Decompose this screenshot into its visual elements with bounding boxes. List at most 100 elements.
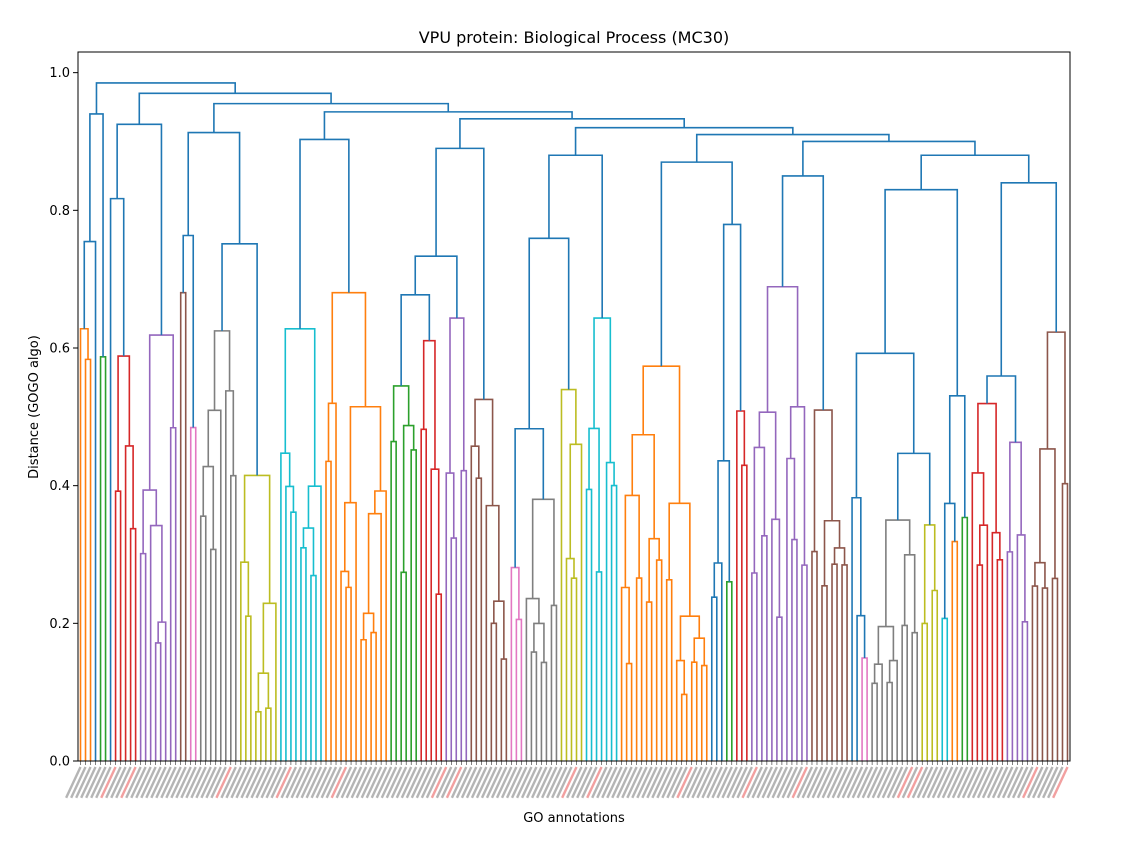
leaf-label-glyph (876, 766, 894, 799)
leaf-label-glyph (115, 766, 132, 799)
dendrogram-link (971, 472, 985, 761)
dendrogram-link (142, 489, 158, 554)
dendrogram-link (474, 398, 494, 506)
leaf-label-glyph (1031, 766, 1049, 799)
leaf-label-glyph (465, 766, 483, 799)
leaf-label-glyph (861, 766, 879, 799)
y-tick-label: 1.0 (49, 66, 70, 81)
leaf-label-glyph (966, 766, 984, 799)
leaf-label-glyph (871, 766, 889, 799)
leaf-label-glyph (586, 766, 603, 799)
leaf-label-glyph (330, 766, 348, 799)
dendrogram-link (148, 334, 174, 491)
leaf-label-glyph (65, 766, 82, 799)
dendrogram-link (459, 117, 686, 149)
dendrogram-link (1041, 587, 1049, 761)
dendrogram-link (871, 682, 878, 761)
leaf-label-glyph (901, 766, 919, 799)
dendrogram-link (310, 574, 317, 761)
dendrogram-link (213, 330, 231, 411)
leaf-label-glyph (581, 766, 598, 799)
leaf-label-glyph (190, 766, 207, 799)
leaf-label-glyph (260, 766, 277, 799)
leaf-label-glyph (921, 766, 939, 799)
dendrogram-link (569, 443, 583, 761)
dendrogram-link (302, 527, 315, 576)
dendrogram-link (202, 465, 215, 550)
dendrogram-link (367, 512, 382, 761)
leaf-label-glyph (631, 766, 648, 799)
dendrogram-link (255, 711, 262, 761)
leaf-label-glyph (681, 766, 698, 799)
plot-frame (77, 51, 1071, 762)
dendrogram-link (791, 538, 798, 761)
dendrogram-link (855, 352, 915, 498)
leaf-label-glyph (801, 766, 819, 799)
leaf-label-glyph (195, 766, 212, 799)
dendrogram-link (435, 147, 485, 400)
leaf-label-glyph (75, 766, 92, 799)
leaf-label-glyph (315, 766, 333, 799)
leaf-label-glyph (831, 766, 849, 799)
dendrogram-link (1046, 331, 1066, 484)
dendrogram-link (896, 452, 931, 525)
leaf-label-glyph (696, 766, 713, 799)
dendrogram-link (1039, 448, 1056, 579)
y-axis-label: Distance (GOGO algo) (27, 335, 42, 479)
leaf-label-glyph (185, 766, 202, 799)
x-axis-label: GO annotations (523, 811, 625, 826)
leaf-label-glyph (520, 766, 538, 799)
leaf-label-glyph (626, 766, 643, 799)
dendrogram-link (565, 557, 575, 761)
leaf-label-glyph (816, 766, 834, 799)
leaf-label-glyph (996, 766, 1014, 799)
leaf-label-glyph (250, 766, 267, 799)
leaf-label-glyph (991, 766, 1009, 799)
dendrogram-link (1006, 551, 1014, 761)
dendrogram-link (392, 385, 410, 442)
dendrogram-link (951, 540, 959, 761)
dendrogram-link (986, 375, 1017, 443)
leaf-label-glyph (971, 766, 989, 799)
dendrogram-link (574, 126, 794, 156)
plot-area (79, 82, 1069, 761)
dendrogram-link (430, 468, 440, 761)
leaf-label-glyph (756, 766, 773, 799)
dendrogram-link (325, 460, 332, 761)
dendrogram-link (370, 631, 377, 761)
dendrogram-link (230, 474, 237, 761)
leaf-label-glyph (976, 766, 994, 799)
dendrogram-link (515, 618, 523, 761)
leaf-label-glyph (290, 766, 308, 799)
dendrogram-link (323, 111, 573, 140)
dendrogram-link (300, 546, 307, 761)
dendrogram-link (307, 485, 322, 761)
leaf-label-glyph (295, 766, 313, 799)
dendrogram-link (851, 496, 862, 761)
leaf-label-glyph (1011, 766, 1029, 799)
dendrogram-link (390, 440, 397, 761)
dendrogram-link (861, 657, 868, 761)
leaf-label-glyph (460, 766, 478, 799)
dendrogram-link (435, 593, 443, 761)
leaf-label-glyph (791, 766, 809, 799)
leaf-label-glyph (270, 766, 288, 799)
dendrogram-link (221, 243, 258, 476)
dendrogram-link (449, 317, 465, 474)
leaf-label-glyph (130, 766, 147, 799)
leaf-label-glyph (100, 766, 117, 799)
leaf-label-glyph (666, 766, 683, 799)
dendrogram-link (631, 433, 655, 539)
leaf-label-glyph (230, 766, 247, 799)
leaf-label-glyph (135, 766, 152, 799)
leaf-label-glyph (435, 766, 453, 799)
leaf-label-glyph (285, 766, 303, 799)
leaf-label-glyph (380, 766, 398, 799)
dendrogram-link (414, 255, 458, 319)
dendrogram-link (635, 577, 643, 761)
leaf-label-glyph (956, 766, 974, 799)
dendrogram-link (179, 291, 187, 761)
leaf-label-glyph (701, 766, 718, 799)
dendrogram-link (751, 572, 758, 761)
